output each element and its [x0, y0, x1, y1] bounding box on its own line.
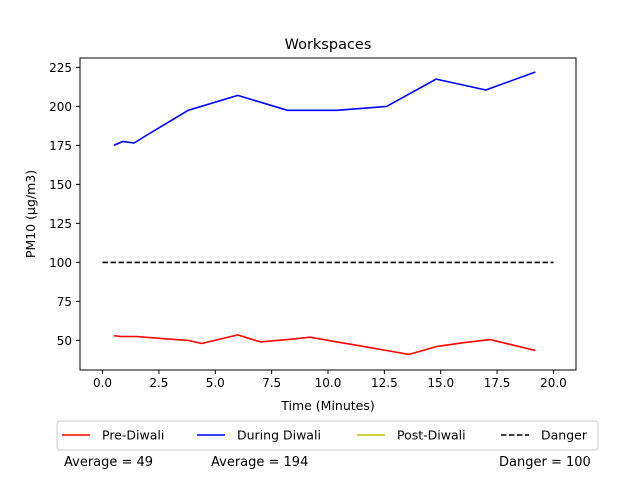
x-tick-label: 12.5 [371, 376, 398, 390]
legend-label-post-diwali: Post-Diwali [397, 428, 466, 443]
x-tick-label: 5.0 [206, 376, 225, 390]
legend-frame [56, 420, 599, 451]
x-tick-label: 10.0 [315, 376, 342, 390]
legend-label-pre-diwali: Pre-Diwali [102, 428, 164, 443]
legend-label-danger: Danger [541, 428, 588, 443]
x-tick-label: 0.0 [93, 376, 112, 390]
x-axis-label: Time (Minutes) [280, 398, 375, 413]
y-tick-label: 200 [49, 100, 72, 114]
plot-frame [79, 57, 577, 371]
x-tick-label: 17.5 [484, 376, 511, 390]
y-tick-label: 150 [49, 178, 72, 192]
y-tick-label: 225 [49, 61, 72, 75]
during-diwali-average-annotation: Average = 194 [211, 455, 309, 470]
during-diwali-series-line [113, 71, 536, 147]
chart-title: Workspaces [285, 37, 372, 53]
x-tick-label: 15.0 [427, 376, 454, 390]
x-tick-label: 7.5 [262, 376, 281, 390]
x-tick-label: 2.5 [149, 376, 168, 390]
pre-diwali-average-annotation: Average = 49 [64, 455, 154, 470]
pre-diwali-series-line [113, 334, 536, 356]
x-tick-label: 20.0 [540, 376, 567, 390]
y-tick-label: 100 [49, 256, 72, 270]
legend: Pre-Diwali During Diwali Post-Diwali Danger [56, 420, 599, 451]
y-tick-label: 50 [57, 334, 72, 348]
y-axis-label: PM10 (µg/m3) [23, 170, 38, 258]
danger-annotation: Danger = 100 [499, 455, 591, 470]
y-tick-label: 175 [49, 139, 72, 153]
legend-label-during-diwali: During Diwali [237, 428, 321, 443]
y-tick-label: 75 [57, 295, 72, 309]
y-tick-label: 125 [49, 217, 72, 231]
